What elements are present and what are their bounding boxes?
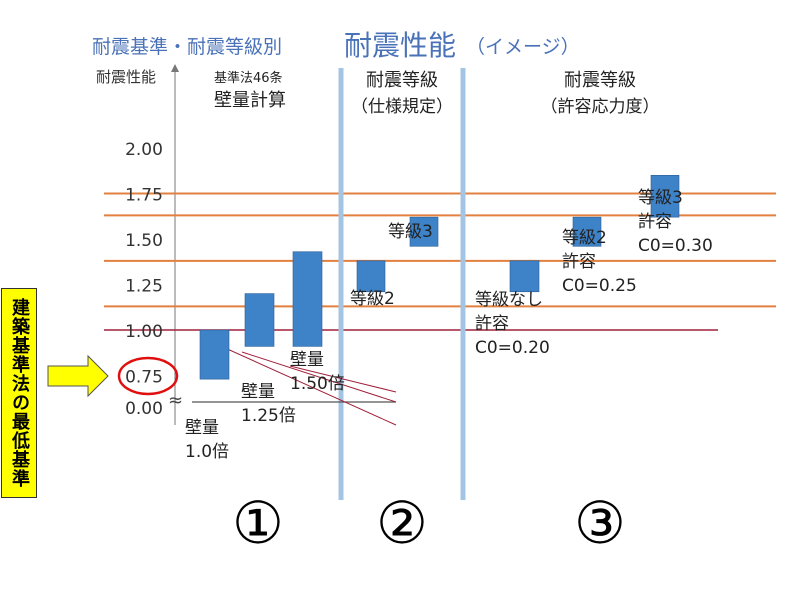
y-tick-label: 0.00 — [125, 399, 163, 419]
bar-label: 等級3 — [638, 188, 683, 208]
trend-line — [289, 365, 397, 393]
title-main: 耐震性能 — [344, 29, 456, 62]
bar — [199, 329, 230, 380]
bar-label: C0=0.30 — [638, 236, 713, 256]
bar-label: 等級2 — [350, 289, 395, 309]
trend-line — [213, 342, 397, 426]
bar — [356, 260, 386, 293]
y-tick-label: 1.00 — [125, 322, 163, 342]
y-tick-label: 2.00 — [125, 140, 163, 160]
bar-label: 許容 — [638, 212, 672, 232]
bar-label: 等級2 — [562, 228, 607, 248]
bar — [509, 260, 540, 293]
section-number-3: ③ — [574, 489, 626, 557]
bar-label: 壁量 — [241, 382, 275, 402]
y-tick-label: 1.50 — [125, 231, 163, 251]
minimum-standard-label: 建築基準法の最低基準 — [1, 288, 37, 498]
axis-break-mark: ≈ — [168, 390, 183, 411]
section-2-heading: 耐震等級 — [366, 70, 438, 91]
y-tick-labels: 2.00 1.75 1.50 1.25 1.00 0.75 0.00 — [125, 140, 163, 419]
bar-label: 1.50倍 — [290, 374, 345, 394]
bar-label: 1.25倍 — [241, 406, 296, 426]
bar-label: 1.0倍 — [185, 442, 229, 462]
section-number-1: ① — [232, 489, 284, 557]
bars — [199, 175, 680, 380]
bar-label: C0=0.25 — [562, 276, 637, 296]
bar-label: 壁量 — [290, 350, 324, 370]
bar-label: 等級なし — [475, 290, 543, 310]
title-suffix: （イメージ） — [466, 36, 580, 58]
bar — [650, 175, 680, 218]
trend-line — [241, 351, 397, 403]
y-axis-label: 耐震性能 — [96, 68, 156, 86]
section-3-subheading: （許容応力度） — [541, 97, 660, 117]
bar-label: 許容 — [562, 252, 596, 272]
bar — [572, 216, 602, 247]
y-tick-label: 0.75 — [125, 368, 163, 388]
highlight-circle — [117, 356, 179, 396]
section-3-heading: 耐震等級 — [564, 70, 636, 91]
bar-label: 壁量 — [185, 418, 219, 438]
bar — [409, 216, 439, 247]
bar-label: 許容 — [475, 314, 509, 334]
bar — [244, 293, 275, 347]
section-number-2: ② — [376, 489, 428, 557]
section-1-heading: 壁量計算 — [214, 90, 286, 111]
bar — [292, 251, 323, 347]
title-prefix: 耐震基準・耐震等級別 — [92, 36, 282, 58]
y-axis-arrow — [171, 64, 179, 72]
y-tick-label: 1.75 — [125, 186, 163, 206]
minimum-standard-text: 建築基準法の最低基準 — [9, 298, 30, 488]
callout-arrow — [47, 354, 109, 398]
bar-labels: 壁量1.0倍壁量1.25倍壁量1.50倍等級2等級3等級なし許容C0=0.20等… — [185, 188, 713, 462]
section-dividers — [338, 68, 466, 500]
section-2-subheading: （仕様規定） — [351, 97, 453, 117]
y-tick-label: 1.25 — [125, 277, 163, 297]
bar-label: C0=0.20 — [475, 338, 550, 358]
section-1-heading-small: 基準法46条 — [214, 70, 283, 86]
bar-label: 等級3 — [388, 222, 433, 242]
